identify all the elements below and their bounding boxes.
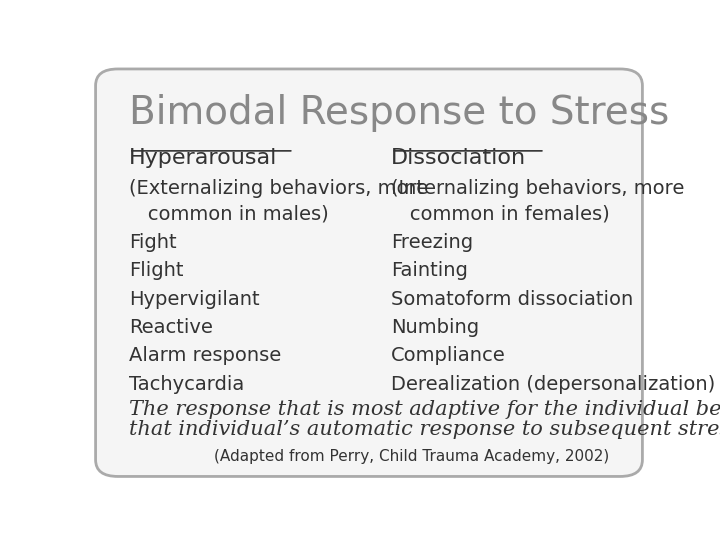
Text: that individual’s automatic response to subsequent stress.: that individual’s automatic response to … bbox=[129, 420, 720, 440]
Text: (Internalizing behaviors, more
   common in females): (Internalizing behaviors, more common in… bbox=[392, 179, 685, 223]
Text: (Externalizing behaviors, more
   common in males): (Externalizing behaviors, more common in… bbox=[129, 179, 428, 223]
Text: Reactive: Reactive bbox=[129, 318, 213, 337]
Text: Dissociation: Dissociation bbox=[392, 148, 526, 168]
Text: Fainting: Fainting bbox=[392, 261, 468, 280]
Text: Derealization (depersonalization): Derealization (depersonalization) bbox=[392, 375, 716, 394]
Text: Tachycardia: Tachycardia bbox=[129, 375, 244, 394]
Text: Bimodal Response to Stress: Bimodal Response to Stress bbox=[129, 94, 670, 132]
Text: Fight: Fight bbox=[129, 233, 176, 252]
Text: Somatoform dissociation: Somatoform dissociation bbox=[392, 290, 634, 309]
Text: Hypervigilant: Hypervigilant bbox=[129, 290, 260, 309]
Text: Hyperarousal: Hyperarousal bbox=[129, 148, 277, 168]
Text: Alarm response: Alarm response bbox=[129, 346, 282, 365]
Text: (Adapted from Perry, Child Trauma Academy, 2002): (Adapted from Perry, Child Trauma Academ… bbox=[214, 449, 609, 464]
Text: Flight: Flight bbox=[129, 261, 184, 280]
Text: The response that is most adaptive for the individual becomes: The response that is most adaptive for t… bbox=[129, 400, 720, 419]
Text: Freezing: Freezing bbox=[392, 233, 474, 252]
Text: Numbing: Numbing bbox=[392, 318, 480, 337]
FancyBboxPatch shape bbox=[96, 69, 642, 476]
Text: Compliance: Compliance bbox=[392, 346, 506, 365]
